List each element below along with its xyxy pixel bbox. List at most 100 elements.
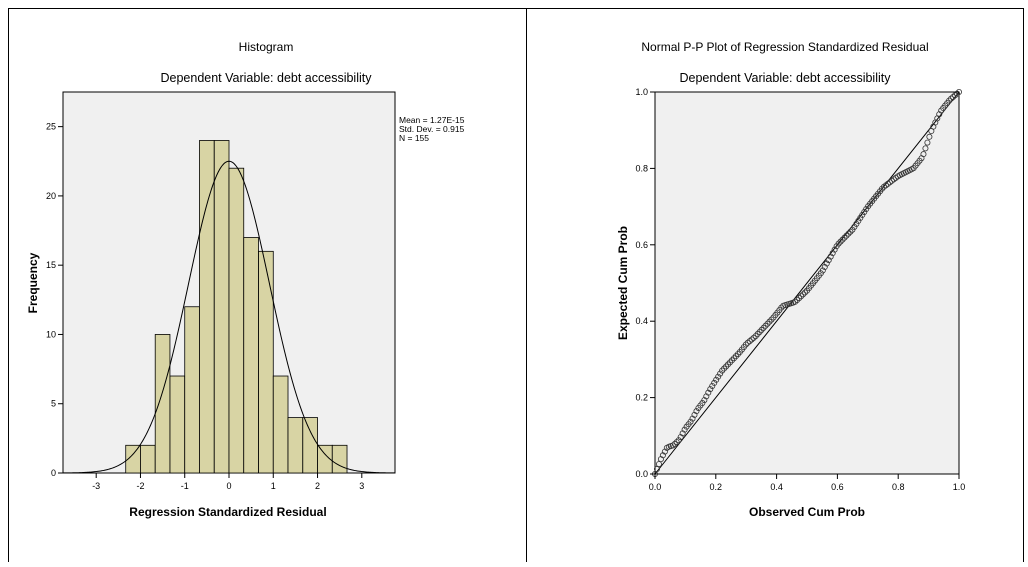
pp-point [819, 267, 826, 274]
pp-reference-line-group [654, 91, 960, 475]
histogram-bar-12 [287, 417, 304, 474]
pp-point [956, 89, 963, 96]
histogram-bar-10 [258, 250, 274, 474]
pp-point [711, 379, 718, 386]
pp-point [825, 257, 832, 264]
histogram-x-tick-label: 1 [271, 481, 276, 491]
histogram-normal-curve [62, 160, 396, 474]
pp-point [748, 336, 755, 343]
pp-point [730, 355, 737, 362]
pp-point [671, 440, 678, 447]
pp-point [884, 180, 891, 187]
pp-point [827, 253, 834, 260]
pp-point [760, 324, 767, 331]
histogram-x-tick-label: 3 [359, 481, 364, 491]
pp-point [847, 228, 854, 235]
pp-point [800, 291, 807, 298]
pp-y-tick-label: 0.2 [635, 393, 648, 403]
pp-point [689, 415, 696, 422]
pp-point [946, 97, 953, 104]
pp-point [713, 376, 720, 383]
pp-y-tick-label: 1.0 [635, 87, 648, 97]
pp-point [659, 452, 666, 459]
pp-point [750, 334, 757, 341]
pp-point [673, 439, 680, 446]
pp-point [768, 316, 775, 323]
histogram-x-tick-label: -3 [92, 481, 100, 491]
histogram-y-label: Frequency [26, 252, 40, 313]
pp-point [882, 182, 889, 189]
pp-point [837, 238, 844, 245]
pp-x-tick-label: 0.6 [831, 482, 844, 492]
pp-point [725, 361, 732, 368]
pp-points [652, 89, 963, 477]
histogram-bar-15 [331, 444, 348, 474]
pp-point [766, 318, 773, 325]
pp-reference-line [654, 91, 960, 475]
pp-point [653, 466, 660, 473]
histogram-y-tick-label: 5 [51, 399, 56, 409]
histogram-bar-13 [302, 417, 318, 474]
pp-point [886, 179, 893, 186]
histogram-x-tick-label: 0 [226, 481, 231, 491]
pp-point [855, 217, 862, 224]
pp-point [948, 95, 955, 102]
pp-point [703, 393, 710, 400]
pp-point [851, 223, 858, 230]
pp-y-tick-label: 0.4 [635, 316, 648, 326]
pp-plot-title: Normal P-P Plot of Regression Standardiz… [641, 40, 928, 54]
histogram-x-tick-label: -1 [181, 481, 189, 491]
pp-point [952, 92, 959, 99]
histogram-y-axis: 0 5 10 15 20 25 [46, 122, 63, 478]
pp-point [742, 341, 749, 348]
pp-point [705, 389, 712, 396]
pp-point [721, 365, 728, 372]
pp-x-tick-label: 0.4 [770, 482, 783, 492]
pp-point [796, 295, 803, 302]
histogram-bars [125, 140, 348, 474]
pp-point [792, 298, 799, 305]
pp-plot-subtitle: Dependent Variable: debt accessibility [679, 71, 891, 85]
pp-point [728, 357, 735, 364]
pp-y-tick-label: 0.6 [635, 240, 648, 250]
pp-point [798, 293, 805, 300]
histogram-chart[interactable]: Histogram Dependent Variable: debt acces… [26, 40, 465, 519]
pp-point [744, 339, 751, 346]
pp-point [734, 351, 741, 358]
histogram-subtitle: Dependent Variable: debt accessibility [160, 71, 372, 85]
pp-x-axis: 0.0 0.2 0.4 0.6 0.8 1.0 [649, 474, 966, 492]
pp-point [756, 328, 763, 335]
pp-point [861, 208, 868, 215]
pp-y-axis: 0.0 0.2 0.4 0.6 0.8 1.0 [635, 87, 655, 479]
pp-point [677, 434, 684, 441]
pp-point [669, 442, 676, 449]
pp-point [719, 367, 726, 374]
pp-point [924, 139, 931, 146]
histogram-bar-5 [184, 306, 200, 474]
pp-point [727, 359, 734, 366]
histogram-y-tick-label: 15 [46, 260, 56, 270]
pp-point [831, 246, 838, 253]
histogram-bar-7 [213, 140, 230, 474]
histogram-bar-2 [140, 444, 156, 474]
pp-point [762, 322, 769, 329]
pp-point [715, 373, 722, 380]
pp-point [723, 363, 730, 370]
histogram-title: Histogram [239, 40, 294, 54]
histogram-stat-mean: Mean = 1.27E-15 [399, 115, 465, 125]
pp-point [717, 370, 724, 377]
pp-x-tick-label: 1.0 [953, 482, 966, 492]
pp-point [693, 408, 700, 415]
pp-point [754, 331, 761, 338]
pp-point [857, 214, 864, 221]
pp-point [859, 211, 866, 218]
pp-plot-chart[interactable]: Normal P-P Plot of Regression Standardiz… [616, 40, 965, 519]
pp-point [746, 338, 753, 345]
pp-point [879, 185, 886, 192]
histogram-stat-n: N = 155 [399, 133, 429, 143]
pp-point [841, 234, 848, 241]
pp-point [845, 230, 852, 237]
histogram-x-tick-label: -2 [136, 481, 144, 491]
